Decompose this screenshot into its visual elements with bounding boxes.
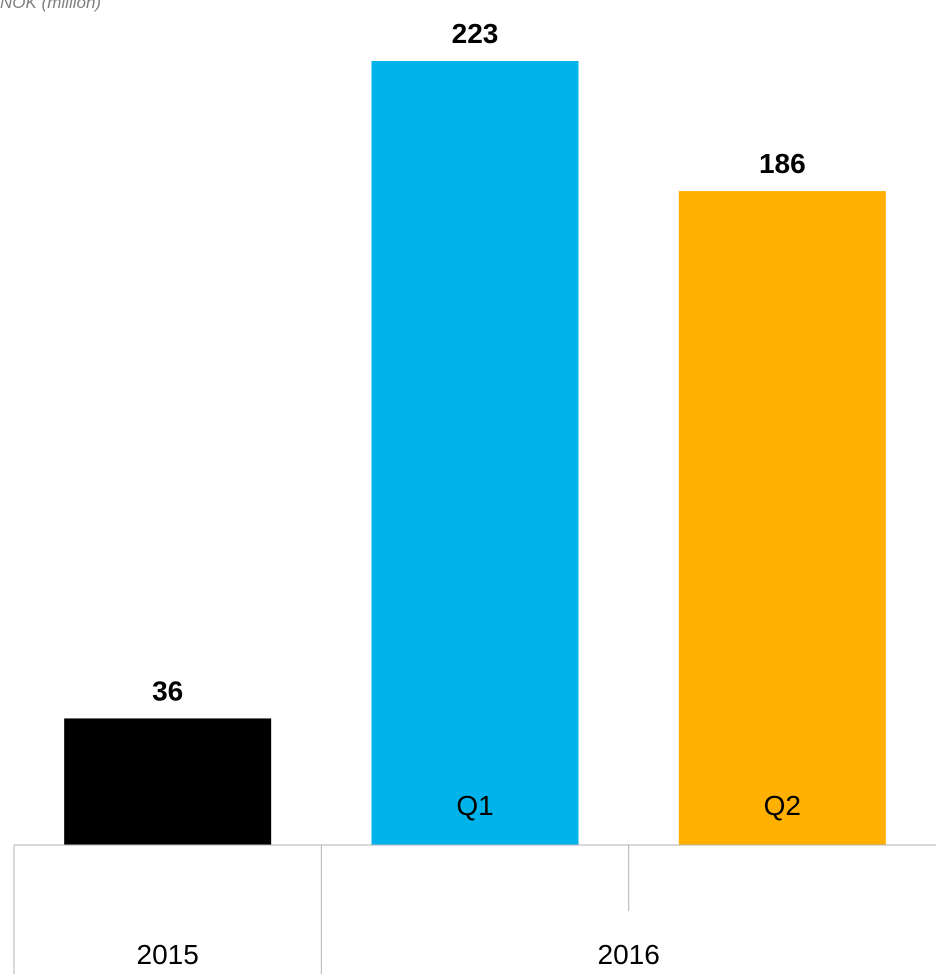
value-label-q4: 36 [152,675,183,706]
group-labels-layer: 2015 2016 [137,939,660,970]
unit-label: NOK (million) [0,0,102,12]
value-label-q2: 186 [759,148,806,179]
tick-labels-layer: Q4 Q1 Q2 [149,790,801,821]
bars-layer [64,61,886,846]
bar-q1 [371,61,579,845]
bar-q2 [678,191,886,846]
category-axis [13,844,936,974]
bar-q4 [64,718,272,845]
tick-label-q1: Q1 [456,790,493,821]
value-labels-layer: 36 223 186 [152,18,806,706]
tick-label-q4: Q4 [149,790,186,821]
group-label-2015: 2015 [137,939,199,970]
value-label-q1: 223 [452,18,499,49]
tick-label-q2: Q2 [764,790,801,821]
group-label-2016: 2016 [598,939,660,970]
